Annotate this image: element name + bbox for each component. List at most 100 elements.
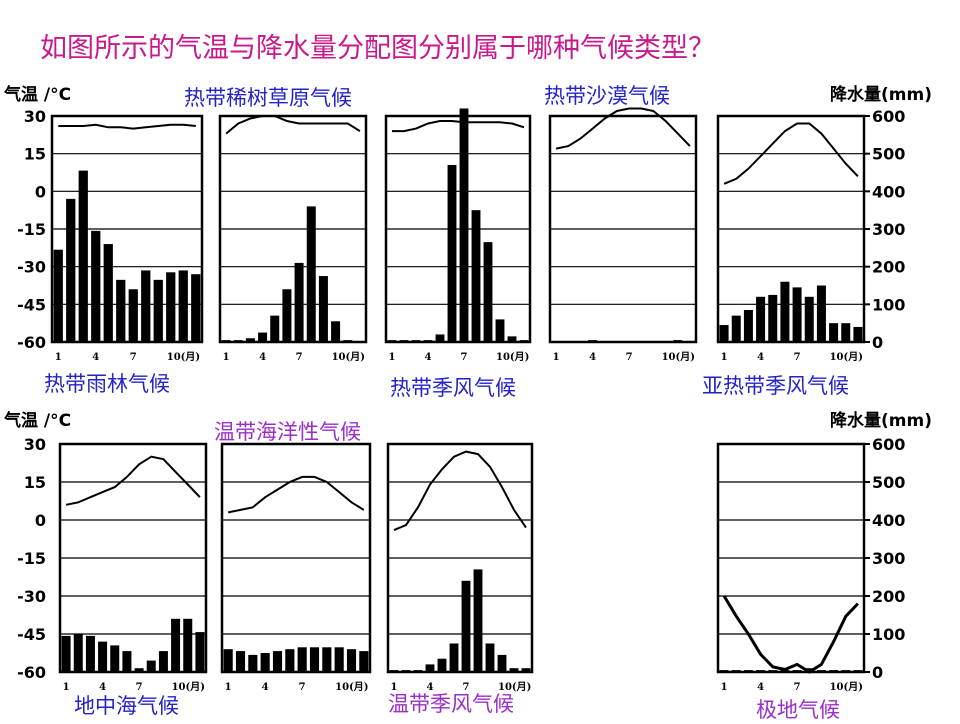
- mediterranean-month-tick: 1: [63, 682, 70, 693]
- temperate-monsoon-month-tick: 7: [463, 682, 470, 693]
- tropical-monsoon-precip-bar: [447, 164, 457, 342]
- rainforest-precip-bar: [103, 244, 113, 342]
- bottom-temp-tick: -45: [17, 625, 46, 644]
- mediterranean-precip-bar: [110, 645, 120, 672]
- top-precip-tick: 200: [872, 258, 905, 277]
- polar-month-tick: 1: [721, 682, 728, 693]
- label-tropical-savanna: 热带稀树草原气候: [184, 86, 352, 110]
- tropical-monsoon-precip-bar: [399, 340, 409, 342]
- tropical-monsoon-month-tick: 10(月): [496, 351, 529, 363]
- rainforest-precip-bar: [178, 270, 188, 342]
- rainforest-precip-bar: [153, 279, 163, 342]
- rainforest-precip-bar: [53, 249, 63, 342]
- mediterranean-frame: [58, 442, 208, 674]
- savanna-month-tick: 1: [223, 352, 230, 363]
- subtropical-monsoon-month-tick: 7: [794, 352, 801, 363]
- desert-month-tick: 10(月): [662, 351, 695, 363]
- tropical-monsoon-precip-bar: [507, 336, 517, 342]
- label-temperate-monsoon: 温带季风气候: [388, 692, 514, 716]
- subtropical-monsoon-precip-bar: [816, 285, 826, 342]
- temperate-monsoon-precip-bar: [521, 668, 531, 672]
- label-mediterranean: 地中海气候: [74, 694, 179, 718]
- desert-month-tick: 4: [589, 352, 596, 363]
- subtropical-monsoon-precip-bar: [743, 309, 753, 342]
- subtropical-monsoon-precip-bar: [780, 281, 790, 342]
- top-temp-tick: 0: [35, 182, 46, 201]
- rainforest-month-tick: 4: [92, 352, 99, 363]
- polar-precip-bar: [792, 670, 802, 672]
- subtropical-monsoon-precip-bar: [719, 325, 729, 342]
- tropical-monsoon-precip-bar: [387, 340, 397, 342]
- top-temp-tick: -15: [17, 220, 46, 239]
- subtropical-monsoon-precip-bar: [792, 287, 802, 342]
- tropical-monsoon-precip-bar: [519, 340, 529, 342]
- savanna-frame: [218, 114, 368, 344]
- polar-precip-bar: [731, 670, 741, 672]
- label-subtropical-monsoon: 亚热带季风气候: [702, 374, 849, 398]
- rainforest-precip-bar: [91, 230, 101, 342]
- mediterranean-precip-bar: [134, 668, 144, 672]
- savanna-month-tick: 4: [259, 352, 266, 363]
- rainforest-precip-bar: [116, 279, 126, 342]
- polar-precip-bar: [743, 670, 753, 672]
- tropical-monsoon-month-tick: 1: [389, 352, 396, 363]
- rainforest-precip-bar: [66, 198, 76, 342]
- polar-precip-bar: [756, 670, 766, 672]
- desert-frame: [548, 114, 698, 344]
- mediterranean-precip-bar: [158, 651, 168, 672]
- top-precip-tick: 300: [872, 220, 905, 239]
- temperate-monsoon-precip-bar: [413, 670, 423, 672]
- bottom-temp-tick: -60: [17, 663, 46, 682]
- savanna-precip-bar: [221, 340, 231, 342]
- bottom-temp-tick: 0: [35, 511, 46, 530]
- rainforest-precip-bar: [191, 274, 201, 342]
- savanna-precip-bar: [331, 321, 341, 342]
- tropical-monsoon-month-tick: 4: [425, 352, 432, 363]
- bottom-temp-tick: -30: [17, 587, 46, 606]
- temperate-monsoon-temp-line: [393, 450, 527, 532]
- maritime-month-tick: 10(月): [335, 681, 368, 693]
- label-tropical-monsoon: 热带季风气候: [390, 376, 516, 400]
- precip-axis-label-top: 降水量(mm): [830, 85, 932, 105]
- maritime-precip-bar: [297, 647, 307, 672]
- mediterranean-precip-bar: [85, 635, 95, 672]
- savanna-month-tick: 10(月): [332, 351, 365, 363]
- tropical-monsoon-precip-bar: [483, 242, 493, 342]
- savanna-precip-bar: [294, 262, 304, 342]
- rainforest-month-tick: 7: [130, 352, 137, 363]
- temperate-monsoon-precip-bar: [425, 664, 435, 672]
- savanna-month-tick: 7: [296, 352, 303, 363]
- subtropical-monsoon-temp-line: [723, 122, 859, 185]
- tropical-monsoon-month-tick: 7: [461, 352, 468, 363]
- subtropical-monsoon-precip-bar: [731, 315, 741, 342]
- temperate-monsoon-precip-bar: [473, 569, 483, 672]
- top-temp-tick: -60: [17, 333, 46, 352]
- rainforest-month-tick: 1: [55, 352, 62, 363]
- top-temp-tick: 15: [24, 145, 46, 164]
- subtropical-monsoon-month-tick: 4: [757, 352, 764, 363]
- subtropical-monsoon-precip-bar: [804, 296, 814, 342]
- maritime-precip-bar: [285, 649, 295, 672]
- maritime-precip-bar: [346, 649, 357, 672]
- top-temp-tick: -30: [17, 258, 46, 277]
- temperate-monsoon-precip-bar: [497, 654, 507, 672]
- polar-month-tick: 7: [794, 682, 801, 693]
- bottom-precip-tick: 300: [872, 549, 905, 568]
- maritime-precip-bar: [272, 651, 283, 672]
- page-title: 如图所示的气温与降水量分配图分别属于哪种气候类型？: [40, 33, 715, 64]
- top-precip-tick: 400: [872, 182, 905, 201]
- temperate-monsoon-precip-bar: [389, 670, 399, 672]
- bottom-precip-tick: 600: [872, 435, 905, 454]
- rainforest-month-tick: 10(月): [167, 351, 200, 363]
- savanna-precip-bar: [245, 338, 255, 342]
- mediterranean-month-tick: 4: [99, 682, 106, 693]
- top-precip-tick: 500: [872, 145, 905, 164]
- bottom-precip-tick: 500: [872, 473, 905, 492]
- subtropical-monsoon-precip-bar: [768, 294, 778, 342]
- temperate-monsoon-precip-bar: [437, 658, 447, 672]
- mediterranean-temp-line: [65, 455, 201, 506]
- temperate-monsoon-month-tick: 1: [391, 682, 398, 693]
- temperate-monsoon-frame: [386, 442, 534, 674]
- maritime-temp-line: [228, 475, 365, 514]
